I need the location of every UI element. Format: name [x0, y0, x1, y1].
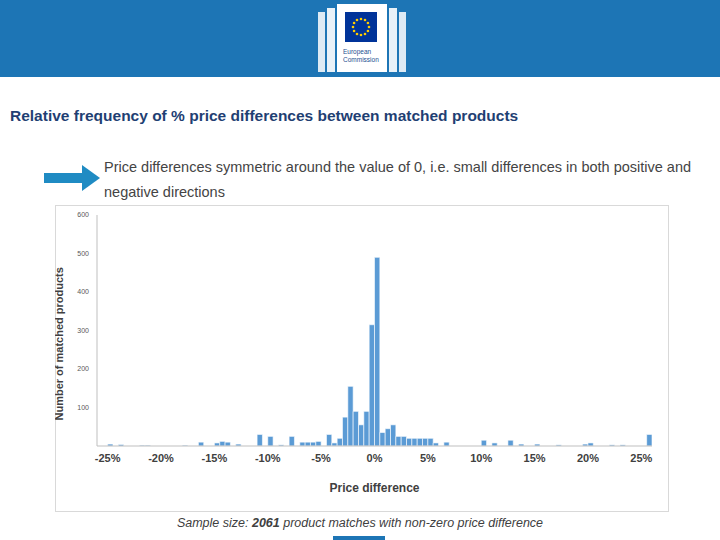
svg-text:5%: 5% — [420, 452, 436, 464]
svg-text:15%: 15% — [524, 452, 546, 464]
svg-text:10%: 10% — [470, 452, 492, 464]
svg-text:Commission: Commission — [343, 56, 379, 63]
svg-text:500: 500 — [77, 250, 89, 257]
svg-text:20%: 20% — [577, 452, 599, 464]
svg-text:European: European — [343, 48, 372, 56]
svg-text:-15%: -15% — [202, 452, 228, 464]
svg-text:-20%: -20% — [148, 452, 174, 464]
svg-text:Number of matched products: Number of matched products — [55, 267, 65, 420]
svg-text:-10%: -10% — [255, 452, 281, 464]
svg-text:100: 100 — [77, 404, 89, 411]
svg-text:400: 400 — [77, 288, 89, 295]
svg-text:300: 300 — [77, 327, 89, 334]
svg-text:25%: 25% — [630, 452, 652, 464]
html-text:Price differences symmetric ar: Price differences symmetric around the v… — [104, 159, 691, 200]
svg-text:-25%: -25% — [95, 452, 121, 464]
html-text:Relative frequency of % price: Relative frequency of % price difference… — [10, 107, 519, 124]
svg-text:600: 600 — [77, 211, 89, 218]
svg-text:200: 200 — [77, 365, 89, 372]
svg-text:0%: 0% — [367, 452, 383, 464]
html-text:Sample size: 2061 product matc: Sample size: 2061 product matches with n… — [176, 516, 544, 530]
svg-text:-5%: -5% — [311, 452, 331, 464]
svg-text:Price difference: Price difference — [329, 481, 419, 495]
